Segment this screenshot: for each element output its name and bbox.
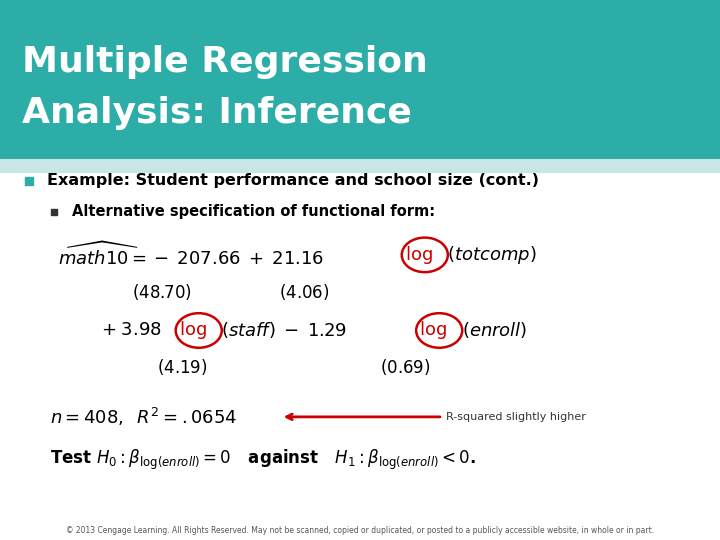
Text: R-squared slightly higher: R-squared slightly higher (446, 412, 586, 422)
Text: $\widehat{math10} = -\;207.66\;+\;21.16\;$: $\widehat{math10} = -\;207.66\;+\;21.16\… (58, 241, 324, 269)
Text: Analysis: Inference: Analysis: Inference (22, 96, 411, 130)
FancyBboxPatch shape (0, 0, 720, 159)
Text: $(staff)\;-\;1.29\;$: $(staff)\;-\;1.29\;$ (221, 320, 346, 341)
Text: Multiple Regression: Multiple Regression (22, 45, 428, 79)
Text: $(4.19)$: $(4.19)$ (157, 357, 207, 377)
Text: $(totcomp)$: $(totcomp)$ (447, 244, 536, 266)
Text: Alternative specification of functional form:: Alternative specification of functional … (72, 204, 435, 219)
Text: $\mathrm{log}$: $\mathrm{log}$ (179, 320, 207, 341)
Text: $(4.06)$: $(4.06)$ (279, 281, 330, 302)
Text: $\mathrm{log}$: $\mathrm{log}$ (419, 320, 447, 341)
Text: $n = 408,\;\; R^2 = .0654$: $n = 408,\;\; R^2 = .0654$ (50, 406, 238, 428)
Text: Example: Student performance and school size (cont.): Example: Student performance and school … (47, 173, 539, 188)
Text: $(enroll)$: $(enroll)$ (462, 320, 527, 341)
FancyBboxPatch shape (0, 159, 720, 173)
Text: $(48.70)$: $(48.70)$ (132, 281, 192, 302)
Text: Test $H_0 : \beta_{\mathrm{log}(enroll)} = 0$   against   $H_1 : \beta_{\mathrm{: Test $H_0 : \beta_{\mathrm{log}(enroll)}… (50, 448, 477, 472)
Text: $+\;3.98\;$: $+\;3.98\;$ (101, 321, 161, 340)
Text: © 2013 Cengage Learning. All Rights Reserved. May not be scanned, copied or dupl: © 2013 Cengage Learning. All Rights Rese… (66, 526, 654, 535)
Text: $\mathrm{log}$: $\mathrm{log}$ (405, 244, 433, 266)
Text: $(0.69)$: $(0.69)$ (380, 357, 431, 377)
